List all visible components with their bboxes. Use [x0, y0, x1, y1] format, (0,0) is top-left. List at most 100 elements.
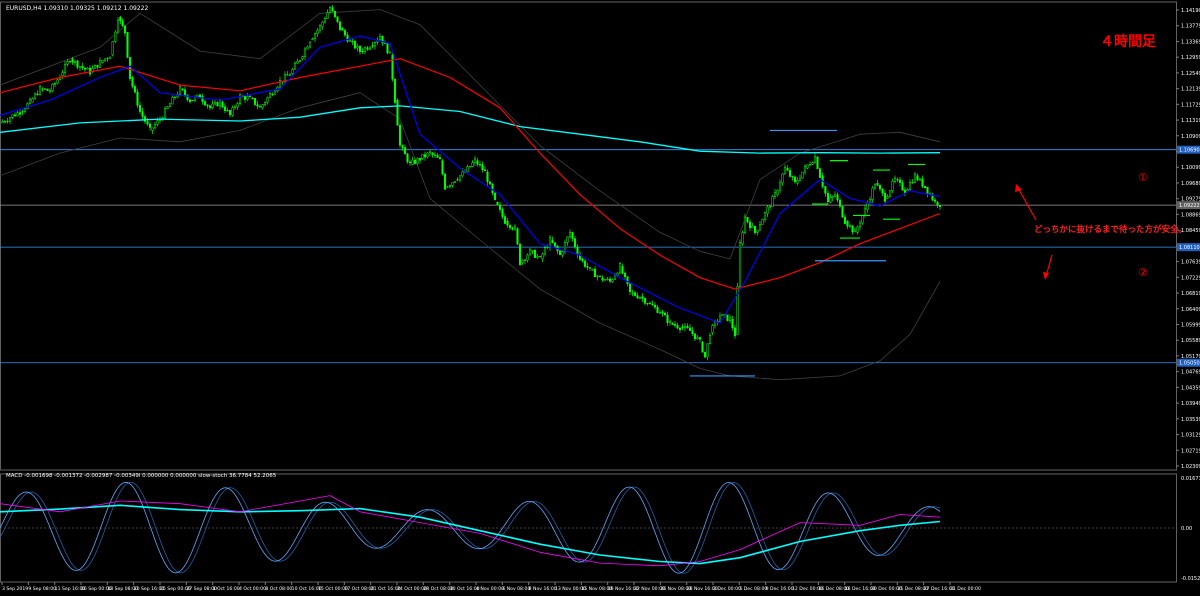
- candle-body: [881, 188, 884, 194]
- wait-note: どっちかに抜けるまで待った方が安全。: [1034, 224, 1187, 235]
- candle-body: [228, 110, 232, 116]
- candle-body: [98, 60, 102, 68]
- candle-body: [496, 201, 499, 206]
- candle-body: [266, 97, 269, 103]
- candle-body: [28, 98, 32, 104]
- candle-body: [26, 103, 29, 109]
- candle-body: [518, 243, 522, 266]
- candle-body: [548, 237, 552, 248]
- candle-body: [88, 67, 92, 75]
- symbol-header: EURUSD,H4 1.09310 1.09325 1.09212 1.0922…: [6, 5, 148, 12]
- candle-body: [886, 196, 889, 199]
- candle-body: [811, 162, 814, 165]
- candle-body: [238, 94, 242, 104]
- candle-body: [493, 192, 497, 200]
- candle-body: [336, 16, 339, 22]
- candle-body: [711, 325, 714, 333]
- candle-body: [506, 220, 509, 226]
- candle-body: [303, 48, 307, 57]
- time-tick-label: 16 Sep 00:00: [81, 586, 112, 592]
- candle-body: [818, 168, 822, 178]
- price-tick-label: 1.06819: [1181, 291, 1200, 297]
- candle-body: [868, 199, 872, 204]
- candle-body: [913, 173, 917, 183]
- candle-body: [561, 251, 564, 256]
- candle-body: [833, 194, 837, 197]
- candle-body: [103, 58, 107, 61]
- candle-body: [503, 216, 507, 224]
- price-tick-label: 1.13779: [1181, 24, 1200, 30]
- candle-body: [478, 164, 482, 166]
- candle-body: [498, 204, 502, 210]
- candle-body: [298, 59, 302, 62]
- price-tick-label: 1.02309: [1181, 464, 1200, 470]
- candle-body: [511, 227, 514, 230]
- candle-body: [356, 46, 359, 49]
- candle-body: [813, 156, 817, 163]
- time-tick-label: 20 Sep 16:00: [134, 586, 165, 592]
- candle-body: [148, 123, 152, 128]
- candle-body: [736, 286, 739, 335]
- candle-body: [196, 94, 199, 98]
- macd-macd-line: [0, 504, 941, 565]
- time-tick-label: 20 Dec 00:00: [871, 586, 902, 592]
- candle-body: [606, 278, 609, 280]
- price-tick-label: 1.04769: [1181, 370, 1200, 376]
- candle-body: [726, 314, 729, 321]
- candle-body: [221, 101, 224, 108]
- candle-body: [13, 114, 17, 117]
- candle-body: [308, 41, 312, 48]
- candle-body: [233, 106, 237, 109]
- candle-body: [911, 182, 914, 184]
- candle-body: [378, 36, 382, 41]
- candle-body: [263, 102, 267, 105]
- candle-body: [581, 258, 584, 262]
- candle-body: [786, 167, 789, 171]
- candle-body: [396, 99, 399, 126]
- candle-body: [401, 145, 404, 148]
- candle-body: [441, 160, 444, 175]
- candle-body: [383, 42, 387, 44]
- candle-body: [776, 189, 779, 195]
- candle-body: [713, 321, 717, 326]
- candle-body: [421, 154, 424, 160]
- candle-body: [829, 197, 832, 203]
- candles-group: [1, 5, 942, 361]
- candle-body: [783, 166, 787, 175]
- candle-body: [846, 220, 849, 227]
- candle-body: [393, 78, 397, 103]
- level-2-marker: ②: [1138, 266, 1148, 279]
- candle-body: [436, 155, 439, 158]
- candle-body: [701, 341, 704, 353]
- candle-body: [126, 31, 129, 58]
- candle-body: [93, 64, 97, 69]
- candle-body: [906, 189, 909, 192]
- candle-body: [106, 58, 109, 60]
- candle-body: [211, 103, 214, 109]
- ma-fast-line: [0, 35, 941, 324]
- candle-body: [598, 275, 602, 277]
- price-tick-label: 1.12959: [1181, 55, 1200, 61]
- candle-body: [231, 107, 234, 116]
- candle-body: [51, 83, 54, 92]
- candle-body: [433, 154, 437, 156]
- candle-body: [616, 272, 619, 276]
- candle-body: [283, 74, 287, 82]
- candle-body: [366, 47, 369, 50]
- candle-body: [588, 267, 592, 269]
- time-tick-label: 30 Oct 16:00: [450, 586, 480, 592]
- candle-body: [203, 101, 207, 106]
- candle-body: [371, 45, 374, 47]
- candle-body: [718, 315, 722, 322]
- price-tick-label: 1.11319: [1181, 118, 1200, 124]
- price-tick-label: 1.08869: [1181, 212, 1200, 218]
- candle-body: [76, 60, 79, 68]
- candle-body: [921, 178, 924, 187]
- candle-body: [693, 333, 697, 340]
- candle-body: [183, 89, 187, 96]
- candle-body: [703, 351, 707, 358]
- candle-body: [801, 171, 804, 179]
- candle-body: [618, 263, 622, 274]
